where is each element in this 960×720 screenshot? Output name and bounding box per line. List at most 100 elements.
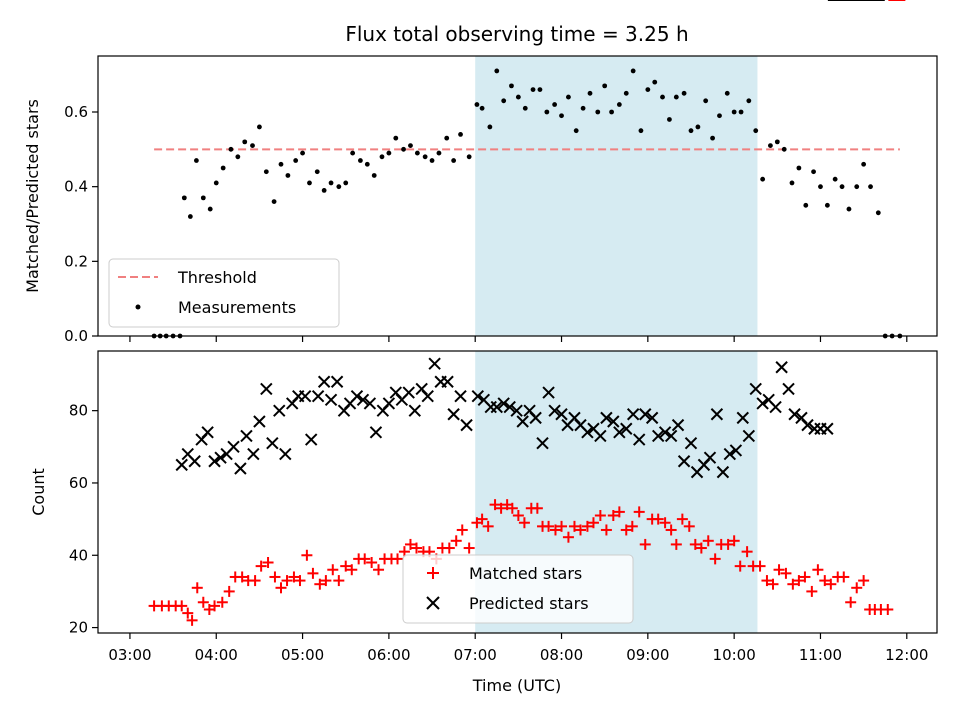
predicted-stars-marker <box>677 455 691 468</box>
measurement-point <box>271 199 277 205</box>
matched-stars-marker <box>825 578 837 590</box>
top-panel-frame <box>97 55 938 337</box>
matched-stars-marker <box>482 520 494 532</box>
predicted-stars-marker <box>756 397 769 410</box>
measurement-point <box>681 90 687 96</box>
predicted-stars-marker <box>613 426 626 439</box>
predicted-stars-marker <box>408 404 421 417</box>
matched-stars-marker <box>600 524 612 536</box>
count-points <box>148 0 906 626</box>
matched-stars-marker <box>450 535 462 547</box>
measurement-point <box>451 158 457 163</box>
measurement-point <box>623 90 629 96</box>
matched-stars-marker <box>191 582 203 594</box>
measurement-point <box>616 102 622 107</box>
measurement-point <box>638 128 644 134</box>
measurement-point <box>343 180 349 186</box>
measurement-point <box>645 87 651 92</box>
predicted-stars-marker <box>607 415 620 428</box>
matched-stars-marker <box>683 520 695 532</box>
matched-stars-marker <box>209 600 221 612</box>
predicted-stars-marker <box>369 426 383 439</box>
predicted-stars-marker <box>304 433 318 446</box>
predicted-stars-marker <box>441 375 454 388</box>
measurement-point <box>436 150 442 156</box>
predicted-stars-marker <box>279 447 292 461</box>
matched-stars-marker <box>294 575 306 587</box>
measurement-point <box>774 139 780 145</box>
matched-stars-marker <box>620 524 632 536</box>
matched-stars-marker <box>689 538 701 550</box>
predicted-stars-marker <box>769 400 782 414</box>
measurement-point <box>250 143 255 149</box>
measurement-point <box>746 98 752 104</box>
measurement-point <box>235 154 241 160</box>
predicted-stars-marker <box>454 389 467 403</box>
measurement-point <box>458 132 463 137</box>
predicted-stars-marker <box>536 436 549 450</box>
top-legend-box <box>108 258 340 328</box>
predicted-stars-marker <box>188 455 201 468</box>
predicted-stars-marker <box>703 451 717 464</box>
predicted-stars-marker <box>529 411 542 425</box>
predicted-stars-marker <box>723 447 737 461</box>
measurement-point <box>695 124 701 130</box>
matched-stars-marker <box>255 560 267 572</box>
matched-stars-marker <box>463 542 475 554</box>
bottom-y-axis-label: Count <box>29 468 48 516</box>
measurement-point <box>285 173 291 178</box>
measurement-point <box>466 154 472 160</box>
measurement-point <box>522 105 528 111</box>
predicted-stars-marker <box>651 429 665 443</box>
predicted-stars-marker <box>684 436 698 450</box>
matched-stars-marker <box>709 553 721 565</box>
top-y-ticks: 0.0 0.2 0.4 0.6 <box>64 103 98 345</box>
measurement-point <box>393 135 399 141</box>
matched-stars-marker <box>340 560 352 572</box>
predicted-stars-legend-swatch <box>426 596 440 610</box>
matched-stars-marker <box>659 517 671 529</box>
matched-stars-marker <box>639 538 651 550</box>
measurement-point <box>703 98 709 104</box>
measurement-point <box>386 150 392 156</box>
matched-stars-marker <box>780 567 792 579</box>
measurement-point <box>300 150 305 156</box>
matched-stars-marker <box>575 524 587 536</box>
predicted-stars-marker <box>555 408 568 421</box>
matched-stars-marker <box>392 553 404 565</box>
measurement-point <box>494 68 500 74</box>
measurements-legend-label: Measurements <box>178 298 296 317</box>
predicted-stars-marker <box>821 422 834 435</box>
bottom-legend-box <box>402 554 634 624</box>
measurement-point <box>738 109 744 115</box>
matched-stars-marker <box>587 517 599 529</box>
predicted-stars-marker <box>421 389 434 403</box>
y-tick-label: 0.6 <box>64 103 88 121</box>
matched-stars-marker <box>613 506 625 518</box>
matched-stars-marker <box>506 502 518 514</box>
y-tick-label: 0.4 <box>64 178 88 196</box>
measurement-point <box>444 135 450 141</box>
predicted-stars-marker <box>175 458 188 472</box>
matched-stars-marker <box>728 535 740 547</box>
predicted-stars-marker <box>247 447 260 461</box>
matched-stars-marker <box>333 575 345 587</box>
measurement-point <box>587 90 593 96</box>
predicted-stars-marker <box>600 411 613 425</box>
matched-stars-marker <box>787 578 799 590</box>
matched-stars-marker <box>556 520 568 532</box>
measurement-point <box>544 109 550 115</box>
measurement-point <box>213 180 219 186</box>
matched-stars-marker <box>851 582 863 594</box>
measurement-point <box>760 176 766 182</box>
measurement-point <box>228 146 234 152</box>
predicted-stars-marker <box>428 357 441 370</box>
matched-stars-marker <box>512 510 524 521</box>
measurement-point <box>293 158 299 163</box>
matched-stars-marker <box>281 575 293 587</box>
matched-stars-legend-label: Matched stars <box>469 564 582 583</box>
predicted-stars-marker <box>227 440 240 454</box>
measurement-point <box>710 135 715 141</box>
measurement-point <box>278 161 284 167</box>
measurement-point <box>414 150 420 156</box>
